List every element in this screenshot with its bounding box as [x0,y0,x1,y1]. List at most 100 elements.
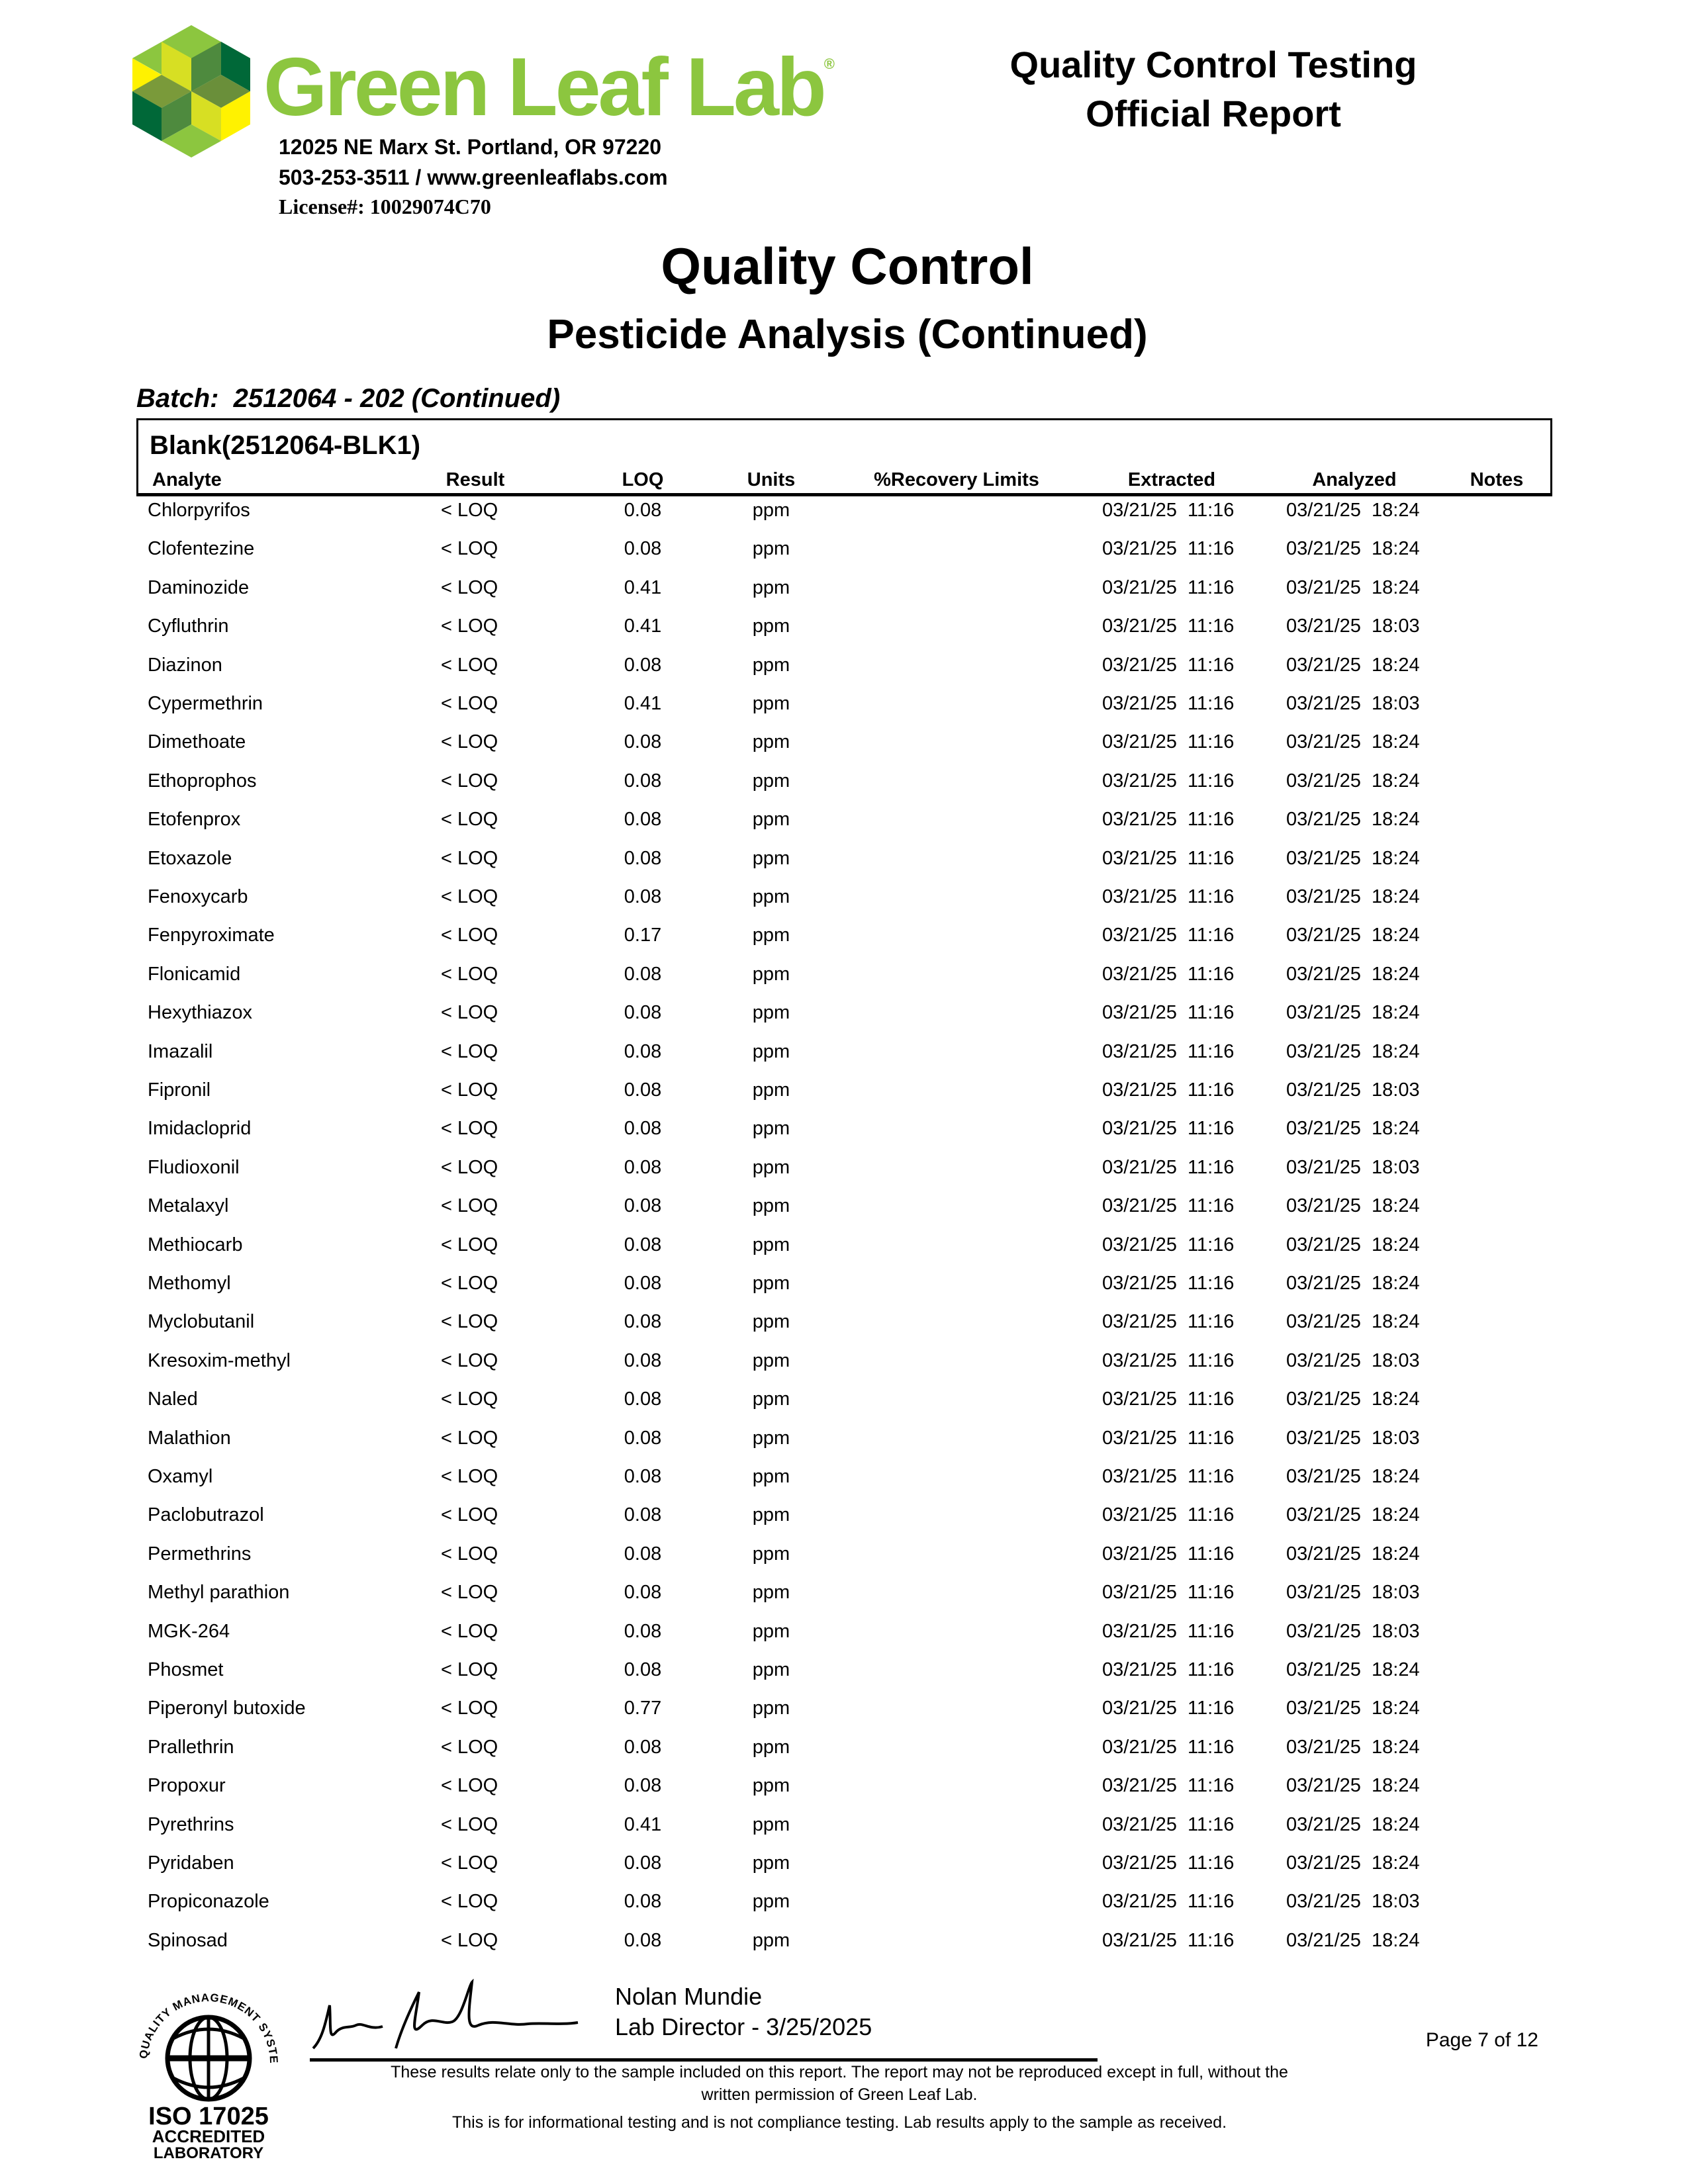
cell-units: ppm [752,1891,790,1913]
cell-analyte: Kresoxim-methyl [148,1349,291,1371]
cell-result: < LOQ [441,500,498,521]
cell-result: < LOQ [441,576,498,598]
cell-analyte: Imidacloprid [148,1118,252,1140]
cell-result: < LOQ [441,1466,498,1487]
cell-extracted: 03/21/25 11:16 [1102,1040,1235,1062]
cell-analyzed: 03/21/25 18:24 [1286,1813,1420,1835]
signer-name: Nolan Mundie [615,1983,763,2010]
cell-result: < LOQ [441,1736,498,1758]
cell-loq: 0.08 [624,500,662,521]
cell-units: ppm [752,1775,790,1797]
cell-loq: 0.08 [624,1388,662,1410]
cell-units: ppm [752,538,790,560]
cell-result: < LOQ [441,1156,498,1178]
cell-units: ppm [752,654,790,676]
cell-result: < LOQ [441,731,498,753]
cell-result: < LOQ [441,1543,498,1565]
cell-units: ppm [752,576,790,598]
table-row: Propoxur < LOQ 0.08 ppm 03/21/25 11:16 03/21/… [0,1775,1688,1801]
cell-loq: 0.08 [624,1349,662,1371]
cell-extracted: 03/21/25 11:16 [1102,1736,1235,1758]
cell-analyte: Naled [148,1388,198,1410]
report-title-line2: Official Report [1086,93,1341,134]
cell-analyzed: 03/21/25 18:24 [1286,1195,1420,1217]
table-row: Fenpyroximate < LOQ 0.17 ppm 03/21/25 11:16 0… [0,925,1688,951]
cell-analyzed: 03/21/25 18:03 [1286,1427,1420,1449]
cell-extracted: 03/21/25 11:16 [1102,731,1235,753]
table-row: Chlorpyrifos < LOQ 0.08 ppm 03/21/25 11:16 03… [0,500,1688,526]
cell-analyte: Daminozide [148,576,250,598]
cell-result: < LOQ [441,1195,498,1217]
cell-analyzed: 03/21/25 18:24 [1286,1929,1420,1951]
signature-image [312,1979,579,2050]
cell-analyte: Malathion [148,1427,231,1449]
cell-units: ppm [752,1079,790,1101]
cell-extracted: 03/21/25 11:16 [1102,886,1235,907]
cell-loq: 0.08 [624,1852,662,1874]
table-row: Fludioxonil < LOQ 0.08 ppm 03/21/25 11:16 03/… [0,1157,1688,1183]
cell-extracted: 03/21/25 11:16 [1102,1852,1235,1874]
cell-units: ppm [752,847,790,869]
table-row: Prallethrin < LOQ 0.08 ppm 03/21/25 11:16 03/… [0,1737,1688,1763]
lab-contact: 503-253-3511 / www.greenleaflabs.com [279,165,668,189]
cell-analyzed: 03/21/25 18:24 [1286,1466,1420,1487]
cell-analyzed: 03/21/25 18:24 [1286,500,1420,521]
cell-extracted: 03/21/25 11:16 [1102,1002,1235,1024]
cell-analyzed: 03/21/25 18:24 [1286,1311,1420,1333]
cell-analyte: Etofenprox [148,809,241,831]
cell-result: < LOQ [441,1079,498,1101]
cell-result: < LOQ [441,1775,498,1797]
table-row: Kresoxim-methyl < LOQ 0.08 ppm 03/21/25 11:1… [0,1350,1688,1377]
cell-loq: 0.08 [624,654,662,676]
cell-loq: 0.08 [624,886,662,907]
cell-analyte: Prallethrin [148,1736,234,1758]
cell-units: ppm [752,770,790,792]
table-row: Malathion < LOQ 0.08 ppm 03/21/25 11:16 03/21… [0,1428,1688,1454]
col-header-analyzed: Analyzed [1312,469,1397,490]
cell-loq: 0.08 [624,1620,662,1642]
table-row: Naled < LOQ 0.08 ppm 03/21/25 11:16 03/21/25 … [0,1388,1688,1415]
page-title: Quality Control [661,237,1034,295]
signer-title: Lab Director - 3/25/2025 [615,2013,872,2040]
svg-text:LABORATORY: LABORATORY [154,2144,263,2160]
cell-loq: 0.08 [624,1234,662,1255]
lab-address: 12025 NE Marx St. Portland, OR 97220 [279,135,662,159]
table-row: Imazalil < LOQ 0.08 ppm 03/21/25 11:16 03/21/… [0,1041,1688,1068]
table-row: Cypermethrin < LOQ 0.41 ppm 03/21/25 11:16 03… [0,693,1688,719]
cell-analyzed: 03/21/25 18:24 [1286,1388,1420,1410]
table-row: Piperonyl butoxide < LOQ 0.77 ppm 03/21/25 1… [0,1698,1688,1724]
cell-analyte: Dimethoate [148,731,246,753]
cell-analyte: Metalaxyl [148,1195,229,1217]
cell-analyzed: 03/21/25 18:24 [1286,886,1420,907]
cell-result: < LOQ [441,1813,498,1835]
cell-extracted: 03/21/25 11:16 [1102,654,1235,676]
cell-extracted: 03/21/25 11:16 [1102,770,1235,792]
cell-analyte: Myclobutanil [148,1311,255,1333]
cell-result: < LOQ [441,1002,498,1024]
disclaimer-line1: These results relate only to the sample … [391,2063,1288,2081]
disclaimer-line3: This is for informational testing and is… [451,2113,1227,2132]
cell-loq: 0.08 [624,1504,662,1526]
cell-analyzed: 03/21/25 18:03 [1286,693,1420,714]
cell-units: ppm [752,886,790,907]
cell-loq: 0.08 [624,1040,662,1062]
svg-text:ISO 17025: ISO 17025 [148,2103,269,2130]
col-header-units: Units [747,469,796,490]
cell-analyzed: 03/21/25 18:03 [1286,615,1420,637]
cell-result: < LOQ [441,1929,498,1951]
page-subtitle: Pesticide Analysis (Continued) [547,312,1148,357]
table-row: Pyridaben < LOQ 0.08 ppm 03/21/25 11:16 03/21… [0,1852,1688,1879]
table-row: Flonicamid < LOQ 0.08 ppm 03/21/25 11:16 03/2… [0,964,1688,990]
cell-analyte: Fenoxycarb [148,886,248,907]
cell-loq: 0.08 [624,1466,662,1487]
cell-loq: 0.08 [624,1273,662,1294]
cell-units: ppm [752,731,790,753]
cell-analyte: Methiocarb [148,1234,243,1255]
cell-analyte: Cypermethrin [148,693,263,714]
cell-units: ppm [752,1659,790,1680]
col-header-notes: Notes [1470,469,1524,490]
cell-analyte: Fenpyroximate [148,925,275,946]
cell-loq: 0.41 [624,615,662,637]
cell-units: ppm [752,963,790,985]
cell-units: ppm [752,1349,790,1371]
